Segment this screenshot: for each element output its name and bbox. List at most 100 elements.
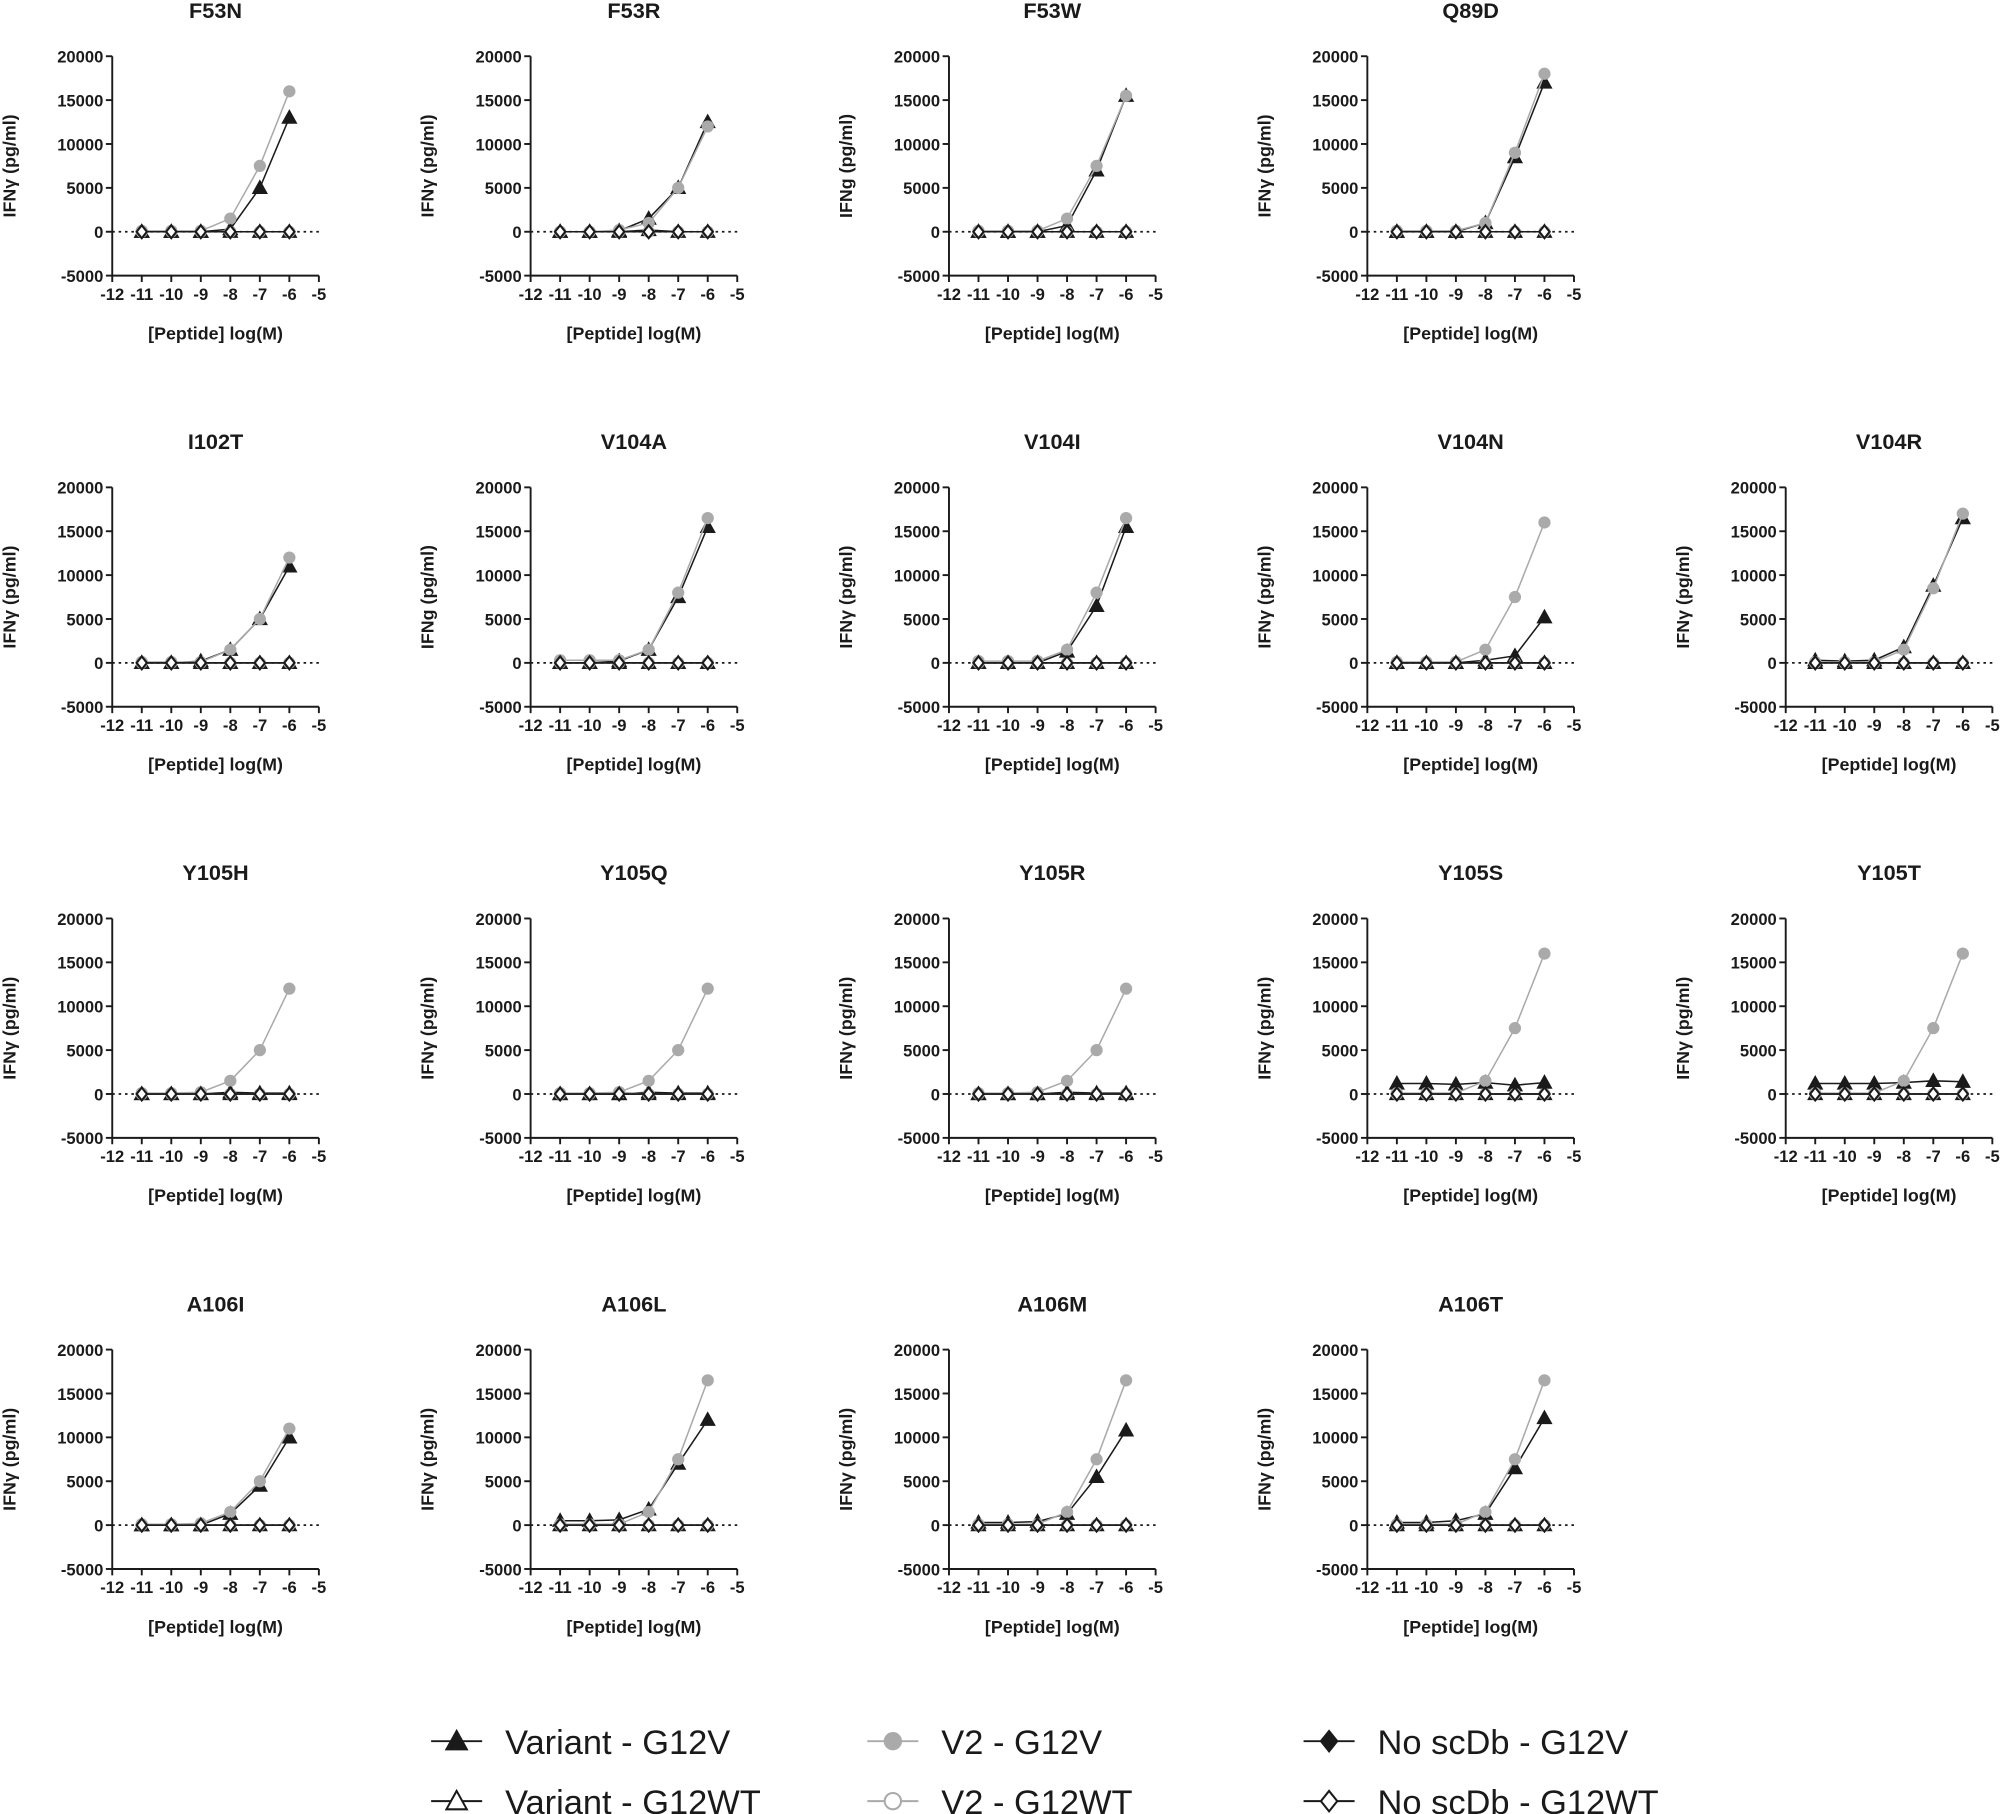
series-line xyxy=(1396,82,1546,233)
x-axis-label: [Peptide] log(M) xyxy=(567,755,702,775)
x-tick-label: -11 xyxy=(130,285,153,304)
x-tick-label: -9 xyxy=(612,1147,627,1166)
y-tick-label: 20000 xyxy=(894,479,940,498)
y-tick-label: -5000 xyxy=(61,698,103,717)
y-axis-label: IFNγ (pg/ml) xyxy=(1254,1408,1274,1511)
data-point xyxy=(1449,1517,1463,1534)
data-point xyxy=(1536,1409,1553,1425)
data-point xyxy=(253,1475,266,1488)
panel-title: F53R xyxy=(607,0,660,23)
x-tick-label: -8 xyxy=(1896,716,1911,735)
data-point xyxy=(1390,1517,1404,1534)
data-point xyxy=(224,212,237,225)
x-tick-label: -12 xyxy=(1355,285,1379,304)
y-tick-label: 15000 xyxy=(476,954,522,973)
data-point xyxy=(1119,982,1133,995)
y-tick-label: 0 xyxy=(931,223,940,242)
series-line xyxy=(1396,1417,1546,1524)
data-point xyxy=(224,643,237,656)
y-tick-label: 5000 xyxy=(1740,1041,1777,1060)
x-tick-label: -5 xyxy=(1567,1147,1582,1166)
x-axis-label: [Peptide] log(M) xyxy=(148,323,283,343)
x-tick-label: -10 xyxy=(159,1578,183,1597)
data-point xyxy=(1090,1453,1103,1466)
y-tick-label: 10000 xyxy=(476,1429,522,1448)
data-point xyxy=(1419,1517,1433,1534)
x-tick-label: -10 xyxy=(578,716,602,735)
data-point xyxy=(1897,1085,1911,1103)
data-point xyxy=(1508,1453,1522,1466)
y-tick-label: 5000 xyxy=(485,179,522,198)
series-line xyxy=(1396,1380,1546,1525)
y-axis-label: IFNγ (pg/ml) xyxy=(836,1408,856,1511)
data-point xyxy=(1808,654,1822,671)
y-tick-label: 0 xyxy=(1349,1085,1358,1104)
series-line xyxy=(978,988,1127,1094)
data-point xyxy=(1419,654,1433,671)
series-line xyxy=(1815,513,1964,663)
x-tick-label: -8 xyxy=(1060,716,1075,735)
data-point xyxy=(283,551,296,564)
x-tick-label: -9 xyxy=(1867,716,1882,735)
y-tick-label: 0 xyxy=(1768,1085,1777,1104)
y-tick-label: 5000 xyxy=(1322,1473,1359,1492)
x-tick-label: -8 xyxy=(223,716,238,735)
x-tick-label: -9 xyxy=(1030,1578,1045,1597)
data-point xyxy=(701,1085,715,1103)
y-tick-label: 15000 xyxy=(57,91,103,110)
data-point xyxy=(135,1517,149,1534)
y-tick-label: 0 xyxy=(931,1516,940,1535)
x-tick-label: -6 xyxy=(1119,716,1134,735)
data-point xyxy=(1001,1085,1015,1103)
data-point xyxy=(1090,1043,1103,1057)
panel-title: Y105Q xyxy=(600,860,667,885)
panel-title: V104N xyxy=(1438,429,1504,454)
legend-marker xyxy=(1319,1789,1339,1813)
x-tick-label: -9 xyxy=(193,716,208,735)
data-point xyxy=(701,1517,715,1534)
data-point xyxy=(612,654,626,671)
data-point xyxy=(1538,1374,1551,1387)
x-tick-label: -10 xyxy=(996,1578,1020,1597)
data-point xyxy=(135,1085,149,1103)
data-point xyxy=(1838,654,1852,671)
x-tick-label: -11 xyxy=(967,1578,990,1597)
data-point xyxy=(612,1085,626,1103)
x-tick-label: -11 xyxy=(967,716,990,735)
data-point xyxy=(553,1517,567,1534)
y-tick-label: 15000 xyxy=(1731,523,1777,542)
y-tick-label: 20000 xyxy=(1731,910,1777,929)
data-point xyxy=(282,223,296,240)
y-tick-label: 0 xyxy=(94,654,103,673)
x-tick-label: -7 xyxy=(671,716,686,735)
data-point xyxy=(1060,654,1074,671)
x-tick-label: -10 xyxy=(996,716,1020,735)
series-line xyxy=(560,517,709,662)
data-point xyxy=(672,1043,685,1057)
x-tick-label: -10 xyxy=(996,1147,1020,1166)
y-tick-label: 10000 xyxy=(57,135,103,154)
x-tick-label: -5 xyxy=(312,716,327,735)
data-point xyxy=(1060,1074,1074,1087)
data-point xyxy=(1508,223,1522,240)
legend-label: No scDb - G12WT xyxy=(1378,1784,1659,1814)
data-point xyxy=(1419,223,1433,240)
y-tick-label: 10000 xyxy=(57,998,103,1017)
x-tick-label: -7 xyxy=(252,1578,267,1597)
data-point xyxy=(699,1411,716,1426)
x-tick-label: -7 xyxy=(1089,285,1104,304)
x-tick-label: -5 xyxy=(1148,1147,1163,1166)
x-tick-label: -12 xyxy=(100,285,124,304)
x-tick-label: -8 xyxy=(641,1578,656,1597)
data-point xyxy=(1479,654,1492,671)
data-point xyxy=(1508,1085,1522,1103)
x-tick-label: -8 xyxy=(1060,1147,1075,1166)
y-axis-label: IFNγ (pg/ml) xyxy=(1254,977,1274,1080)
data-point xyxy=(642,1505,655,1519)
x-tick-label: -8 xyxy=(1478,285,1493,304)
x-axis-label: [Peptide] log(M) xyxy=(1403,1617,1538,1637)
panel-title: A106M xyxy=(1017,1291,1087,1316)
legend-marker xyxy=(883,1731,903,1751)
series-line xyxy=(141,565,291,664)
data-point xyxy=(164,1085,178,1103)
